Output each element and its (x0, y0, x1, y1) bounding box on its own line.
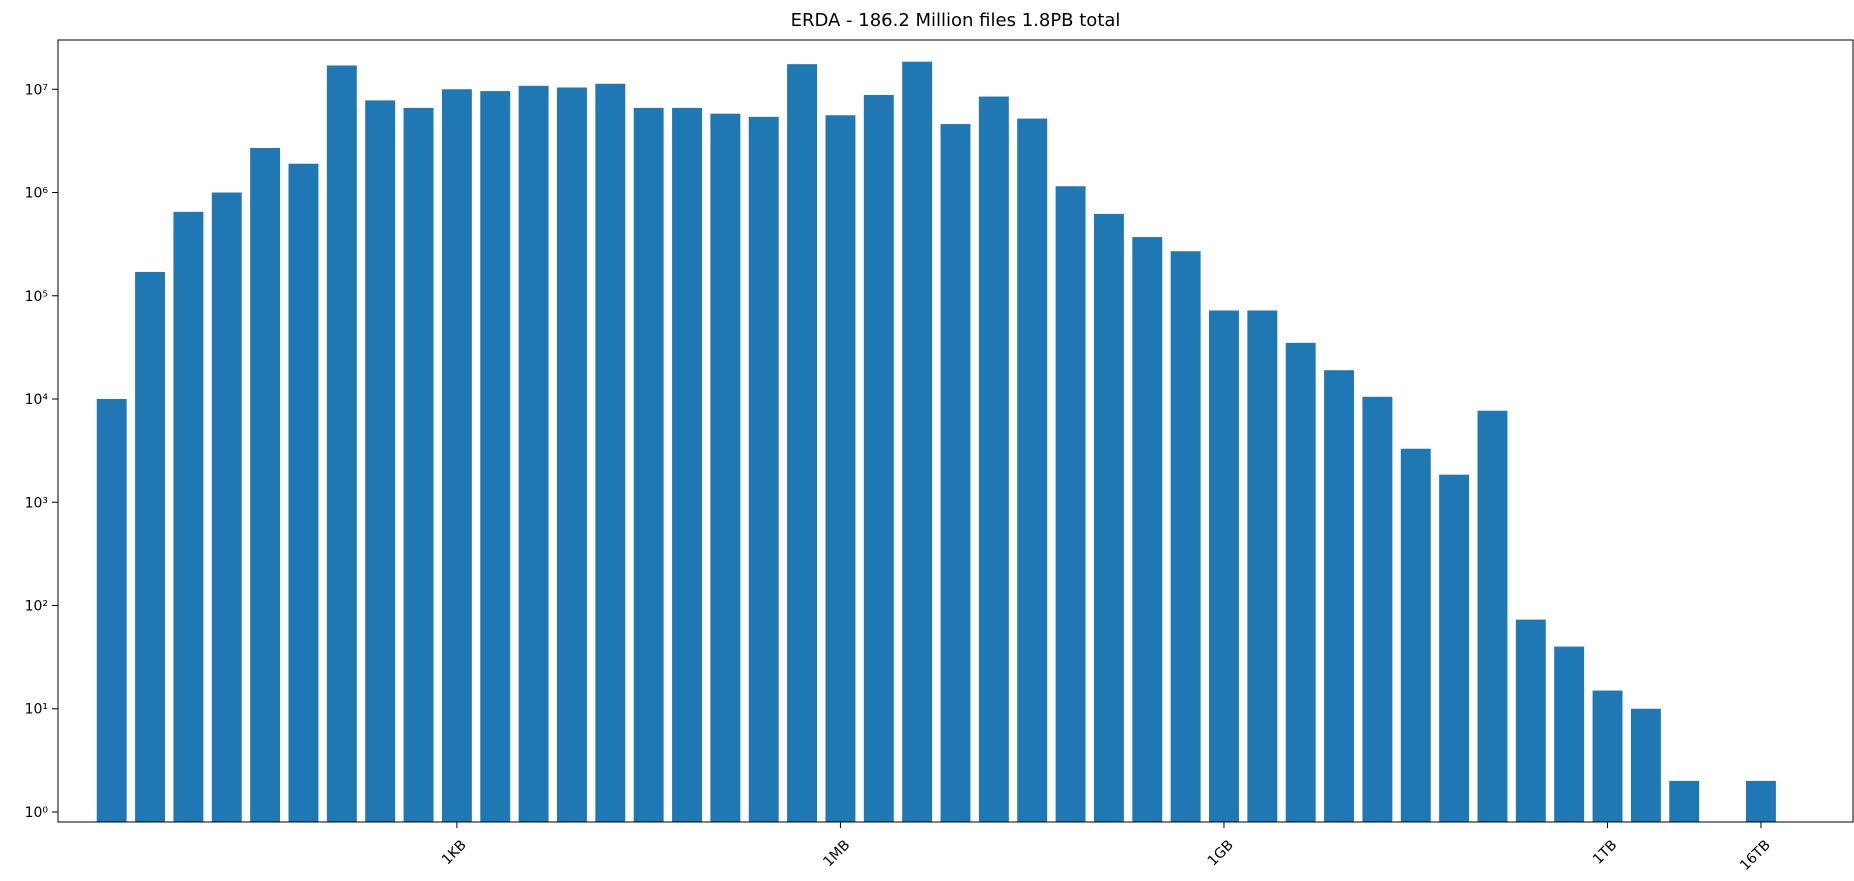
bar-5 (288, 163, 319, 823)
bar-27 (1132, 237, 1163, 823)
y-tick-label: 10⁰ (25, 805, 49, 821)
bar-25 (1055, 186, 1086, 823)
bar-31 (1285, 342, 1316, 822)
bar-6 (326, 65, 357, 823)
bar-18 (787, 64, 818, 823)
y-tick-label: 10² (25, 598, 48, 614)
bar-8 (403, 107, 434, 822)
bar-34 (1400, 448, 1431, 822)
bar-19 (825, 115, 856, 822)
bar-41 (1669, 780, 1700, 822)
bar-13 (595, 83, 626, 822)
y-tick-label: 10⁵ (25, 289, 48, 305)
x-tick-label: 1TB (1590, 837, 1620, 867)
bar-7 (365, 100, 396, 822)
y-axis: 10⁰ 10¹ 10² 10³ 10⁴ 10⁵ 10⁶ 10⁷ (25, 82, 58, 821)
bar-17 (748, 116, 779, 822)
y-tick-label: 10⁶ (25, 186, 49, 202)
bar-35 (1439, 474, 1470, 822)
bar-21 (902, 61, 933, 823)
bar-39 (1592, 690, 1623, 822)
bar-24 (1017, 118, 1048, 822)
x-axis: 1KB 1MB 1GB 1TB 16TB (439, 822, 1774, 874)
bar-32 (1324, 370, 1355, 822)
bar-43 (1745, 780, 1776, 822)
bar-0 (96, 399, 127, 822)
bars-group (96, 61, 1776, 823)
chart-title: ERDA - 186.2 Million files 1.8PB total (791, 10, 1121, 31)
bar-15 (672, 107, 702, 822)
bar-28 (1170, 251, 1201, 823)
y-tick-label: 10⁴ (25, 392, 49, 408)
bar-26 (1093, 213, 1124, 822)
bar-30 (1247, 310, 1278, 822)
bar-16 (710, 113, 741, 822)
bar-22 (940, 124, 971, 822)
x-tick-label: 1GB (1205, 837, 1237, 869)
y-tick-label: 10¹ (25, 702, 48, 718)
x-tick-label: 1MB (820, 837, 853, 870)
bar-20 (863, 94, 894, 823)
bar-14 (633, 107, 664, 822)
bar-2 (173, 211, 204, 822)
axes-frame (57, 39, 1854, 823)
bar-29 (1209, 310, 1239, 822)
bar-33 (1362, 396, 1393, 822)
bar-38 (1554, 646, 1585, 822)
bar-10 (480, 91, 511, 823)
bar-11 (518, 85, 549, 822)
x-tick-label: 1KB (439, 837, 470, 868)
bar-40 (1630, 708, 1661, 822)
bar-37 (1515, 619, 1546, 822)
bar-9 (441, 89, 472, 822)
y-tick-label: 10³ (25, 495, 48, 511)
bar-23 (978, 96, 1009, 823)
bar-12 (556, 87, 587, 822)
y-tick-label: 10⁷ (25, 82, 48, 98)
bar-4 (250, 147, 281, 823)
bar-3 (211, 192, 242, 822)
bar-36 (1477, 410, 1508, 822)
x-tick-label: 16TB (1737, 837, 1774, 874)
bar-1 (135, 271, 166, 823)
